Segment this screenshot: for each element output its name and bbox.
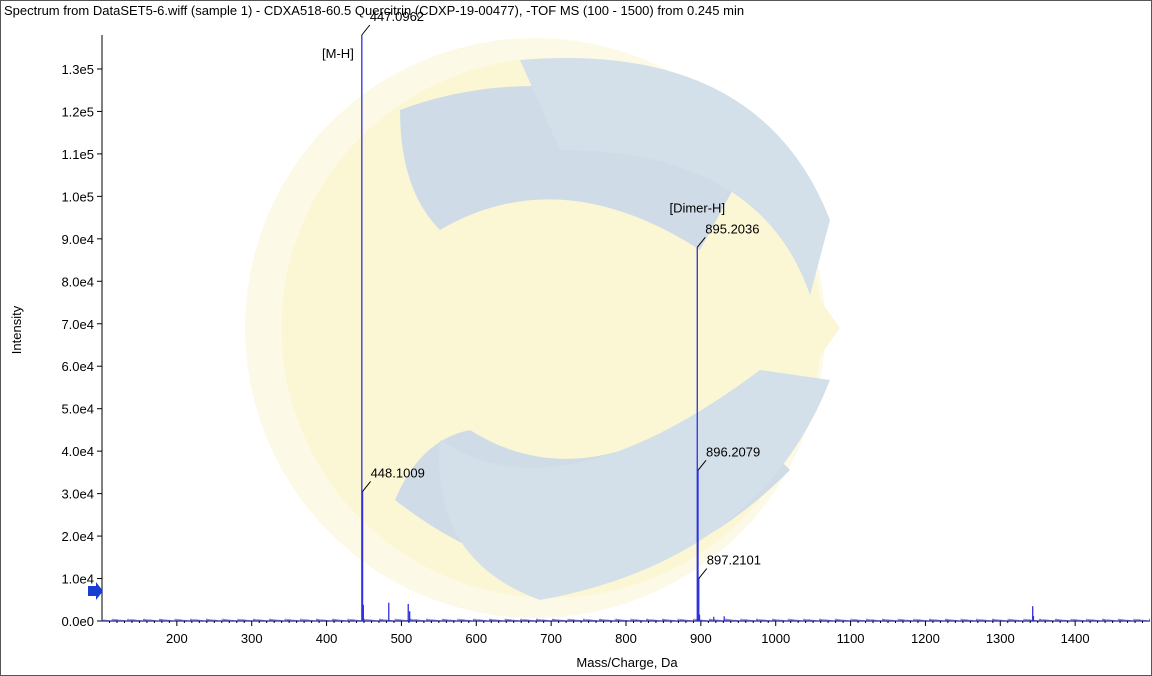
- watermark-logo: [245, 38, 841, 618]
- annotation-leader: [696, 237, 706, 248]
- x-tick-label: 1000: [761, 631, 790, 646]
- y-tick-label: 5.0e4: [61, 402, 94, 417]
- y-tick-label: 0.0e0: [61, 614, 94, 629]
- y-tick-label: 6.0e4: [61, 359, 94, 374]
- peak-label: 448.1009: [371, 465, 425, 480]
- peak-label: 897.2101: [707, 553, 761, 568]
- x-tick-label: 1200: [911, 631, 940, 646]
- y-tick-label: 9.0e4: [61, 232, 94, 247]
- annotation-leader: [362, 481, 371, 492]
- peak-label: 447.0962: [370, 9, 424, 24]
- axes: 0.0e0 1.0e4 2.0e4 3.0e4 4.0e4 5.0e4 6.0e4 7.0e4…: [61, 35, 1150, 646]
- x-tick-label: 700: [540, 631, 562, 646]
- baseline-marker-icon[interactable]: [88, 582, 103, 600]
- x-tick-label: 900: [690, 631, 712, 646]
- x-axis-label: Mass/Charge, Da: [576, 655, 678, 670]
- x-tick-label: 600: [465, 631, 487, 646]
- annotation-leader: [361, 24, 371, 36]
- peak-annotations: 447.0962 448.1009 895.2036 896.2079 897.2101…: [322, 9, 761, 579]
- y-tick-label: 1.0e5: [61, 189, 94, 204]
- y-tick-label: 1.3e5: [61, 62, 94, 77]
- x-tick-label: 300: [241, 631, 263, 646]
- y-tick-label: 1.1e5: [61, 147, 94, 162]
- y-tick-label: 2.0e4: [61, 529, 94, 544]
- x-tick-label: 400: [316, 631, 338, 646]
- peak-label: 895.2036: [705, 221, 759, 236]
- y-tick-label: 1.2e5: [61, 104, 94, 119]
- y-tick-label: 3.0e4: [61, 487, 94, 502]
- y-axis-label: Intensity: [9, 305, 24, 354]
- peak-label: 896.2079: [706, 444, 760, 459]
- x-tick-label: 1300: [986, 631, 1015, 646]
- ion-label: [M-H]: [322, 46, 354, 61]
- x-tick-label: 800: [615, 631, 637, 646]
- x-tick-label: 1400: [1061, 631, 1090, 646]
- x-tick-label: 1100: [837, 631, 865, 646]
- annotation-leader: [697, 459, 707, 471]
- y-tick-label: 1.0e4: [61, 572, 94, 587]
- spectrum-title: Spectrum from DataSET5-6.wiff (sample 1)…: [4, 3, 745, 18]
- x-tick-label: 500: [391, 631, 413, 646]
- annotation-leader: [698, 568, 708, 579]
- peaks: [101, 35, 1150, 621]
- y-tick-label: 8.0e4: [61, 274, 94, 289]
- y-tick-label: 7.0e4: [61, 317, 94, 332]
- x-tick-label: 200: [166, 631, 188, 646]
- y-tick-label: 4.0e4: [61, 444, 94, 459]
- ion-label: [Dimer-H]: [669, 200, 725, 215]
